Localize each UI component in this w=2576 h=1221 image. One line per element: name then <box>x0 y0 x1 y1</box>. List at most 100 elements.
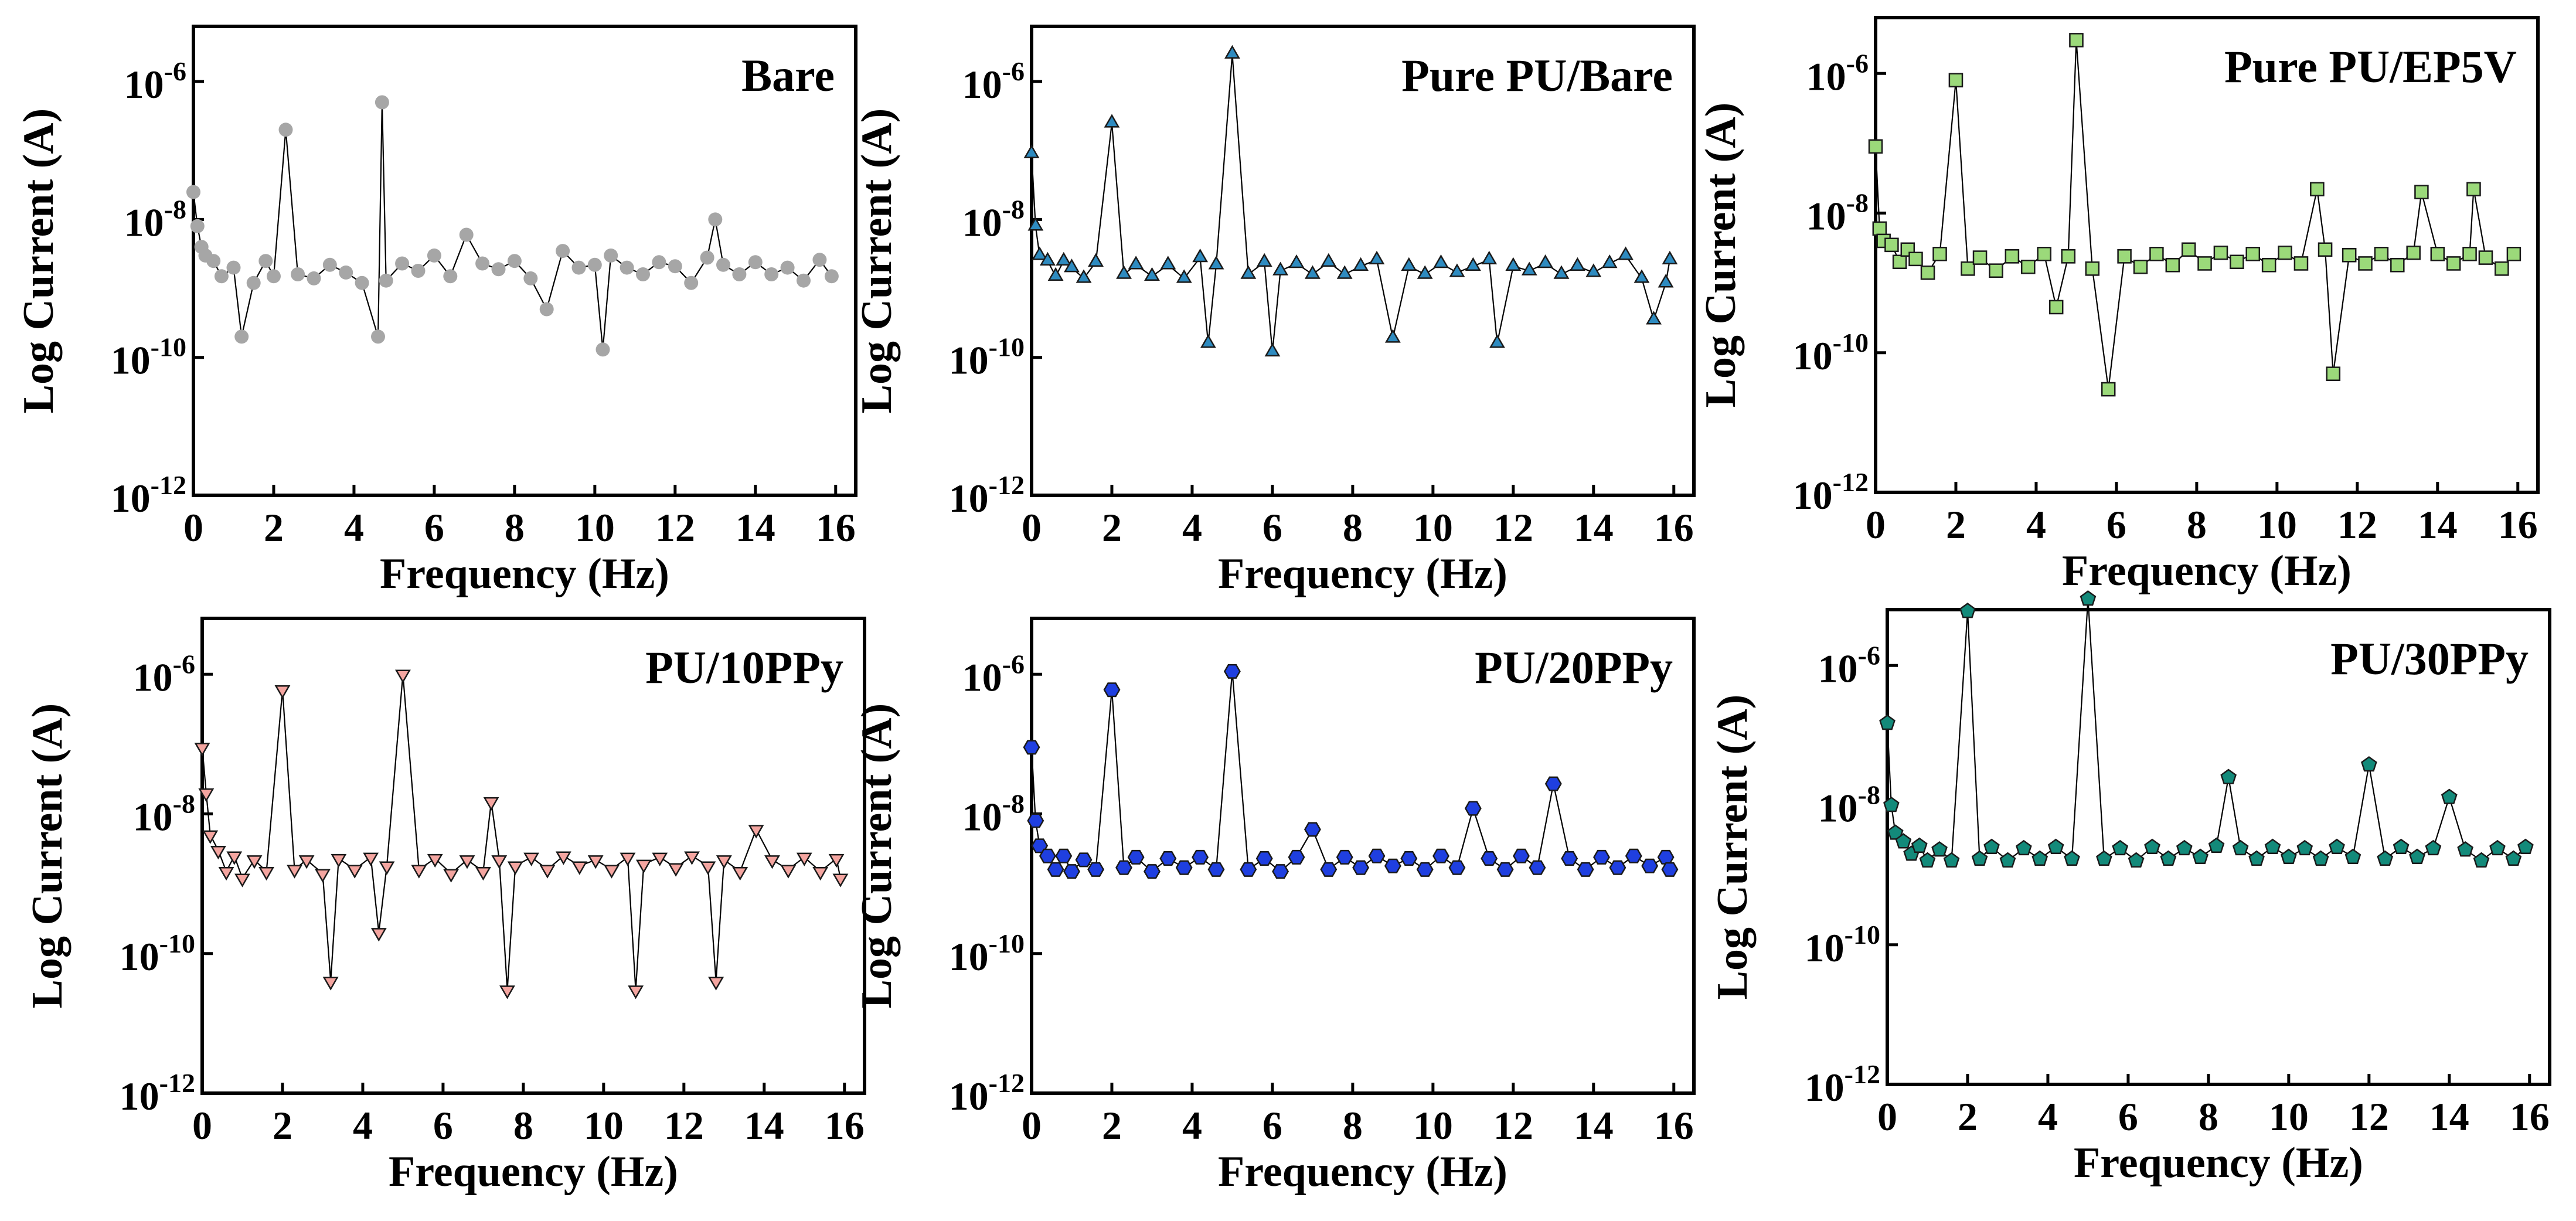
data-point <box>1023 740 1040 755</box>
data-point <box>668 259 682 274</box>
data-point <box>355 276 369 290</box>
data-point <box>1192 248 1209 263</box>
x-tick-label: 12 <box>655 505 695 550</box>
data-point <box>684 851 700 865</box>
data-point <box>556 244 570 259</box>
data-point <box>2462 246 2477 261</box>
data-point <box>379 273 393 288</box>
data-point <box>1240 265 1257 279</box>
y-axis-title: Log Current (A) <box>23 703 72 1009</box>
data-point <box>2128 852 2145 868</box>
data-point <box>411 865 427 879</box>
data-point <box>716 855 732 869</box>
data-point <box>1056 251 1072 266</box>
data-point <box>1064 259 1080 273</box>
data-point <box>1989 263 2003 278</box>
data-point <box>2208 837 2225 853</box>
data-point <box>322 257 337 272</box>
data-point <box>1895 833 1912 849</box>
x-tick-label: 10 <box>2269 1094 2309 1139</box>
x-tick-label: 14 <box>1574 505 1614 550</box>
x-tick-label: 6 <box>424 505 444 550</box>
data-point <box>780 865 797 879</box>
x-tick-label: 8 <box>513 1103 533 1148</box>
data-point <box>507 254 522 268</box>
data-point <box>298 855 315 869</box>
data-point <box>2232 839 2249 856</box>
x-tick-label: 14 <box>736 505 775 550</box>
panel-6: 0 2 4 6 8 10 12 14 16 10-12 10-10 10-8 10-6 Frequency… <box>1709 590 2551 1187</box>
data-point <box>1047 862 1064 877</box>
data-point <box>2069 33 2084 47</box>
x-tick-label: 10 <box>2257 502 2297 547</box>
data-point <box>1039 848 1056 863</box>
data-point <box>2281 848 2297 865</box>
data-point <box>708 212 723 227</box>
x-tick-label: 12 <box>2349 1094 2389 1139</box>
data-point <box>491 262 506 277</box>
data-point <box>2390 257 2405 273</box>
data-point <box>1884 237 1899 253</box>
x-tick-label: 0 <box>183 505 203 550</box>
data-point <box>571 260 586 275</box>
x-tick-label: 4 <box>1182 1103 1202 1148</box>
data-point <box>2374 246 2389 261</box>
data-point <box>1601 254 1618 268</box>
data-point <box>1369 250 1385 264</box>
plot-frame <box>192 25 857 497</box>
data-point <box>539 865 556 879</box>
data-point <box>1433 254 1449 268</box>
y-axis-title: Log Current (A) <box>1709 695 1757 1000</box>
x-tick-label: 10 <box>1413 1103 1453 1148</box>
y-tick-label: 10-12 <box>120 1068 195 1118</box>
data-point <box>1128 256 1144 270</box>
data-point <box>1088 253 1104 267</box>
data-point <box>1481 250 1498 264</box>
data-point <box>226 851 243 865</box>
data-point <box>234 873 250 887</box>
data-point <box>716 257 730 272</box>
x-axis-title: Frequency (Hz) <box>389 1148 678 1196</box>
data-point <box>2176 839 2193 856</box>
data-point <box>2230 254 2244 270</box>
data-point <box>2377 850 2394 866</box>
data-point <box>796 852 812 866</box>
panel-2: 0 2 4 6 8 10 12 14 16 10-12 10-10 10-8 10-6 Frequency… <box>853 25 1696 598</box>
data-point <box>732 866 748 881</box>
data-point <box>1075 852 1093 868</box>
x-tick-label: 16 <box>1654 505 1694 550</box>
y-tick-label: 10-10 <box>1793 328 1869 378</box>
data-point <box>2312 850 2329 866</box>
plot-frame <box>1874 16 2540 494</box>
data-point <box>797 273 811 288</box>
data-point <box>1127 849 1145 865</box>
data-point <box>2192 848 2209 865</box>
data-point <box>1160 256 1176 270</box>
data-point <box>291 267 305 281</box>
data-point <box>1027 217 1044 231</box>
data-point <box>748 825 764 839</box>
data-point <box>2144 838 2160 855</box>
data-point <box>1883 796 1900 812</box>
data-point <box>2133 259 2148 274</box>
data-point <box>234 329 249 344</box>
data-point <box>459 855 475 869</box>
data-point <box>764 267 779 281</box>
x-tick-label: 8 <box>1343 1103 1363 1148</box>
data-point <box>1553 265 1570 279</box>
y-axis-title: Log Current (A) <box>1697 103 1745 408</box>
data-point <box>2020 259 2036 274</box>
data-point <box>2064 850 2080 866</box>
x-tick-label: 4 <box>344 505 364 550</box>
data-point <box>652 255 666 270</box>
y-tick-label: 10-10 <box>949 928 1025 979</box>
data-point <box>1400 851 1418 866</box>
plot-frame <box>1886 608 2551 1086</box>
series-line <box>201 674 841 991</box>
x-tick-label: 8 <box>1343 505 1363 550</box>
data-point <box>475 256 490 271</box>
x-tick-label: 8 <box>2187 502 2207 547</box>
data-point <box>2473 852 2490 868</box>
data-point <box>2329 838 2345 855</box>
data-point <box>1304 265 1321 279</box>
